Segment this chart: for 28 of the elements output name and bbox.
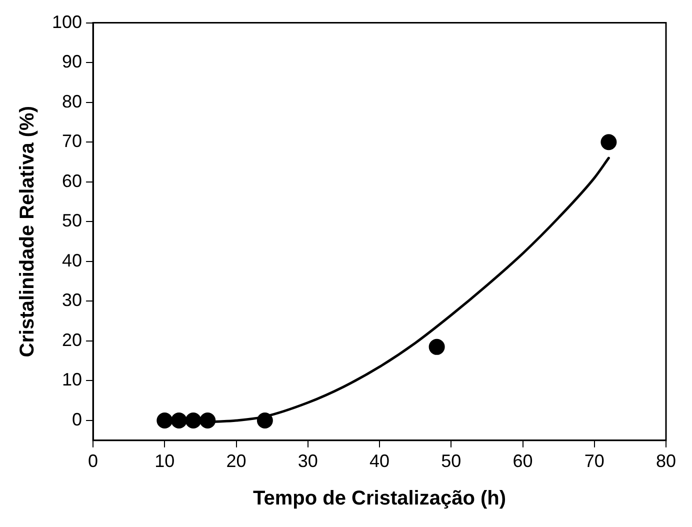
x-tick-label: 60: [512, 451, 533, 472]
x-tick-label: 30: [298, 451, 318, 472]
point: [185, 412, 202, 429]
x-tick-label: 40: [370, 451, 390, 472]
y-tick-label: 10: [62, 370, 82, 390]
y-tick-label: 30: [62, 290, 82, 310]
x-tick-label: 80: [656, 451, 676, 472]
y-tick-label: 40: [62, 250, 82, 270]
y-tick-label: 100: [52, 12, 82, 32]
point: [170, 412, 187, 429]
y-tick-label: 0: [72, 409, 82, 430]
point: [600, 134, 617, 150]
y-tick-label: 20: [62, 330, 82, 350]
point: [200, 412, 216, 429]
y-axis-title: Cristalinidade Relativa (%): [16, 106, 39, 358]
x-tick-label: 70: [584, 451, 604, 472]
y-tick-label: 90: [62, 52, 82, 72]
x-tick-label: 20: [226, 451, 246, 472]
x-tick-label: 10: [154, 451, 175, 472]
x-tick-label: 0: [88, 451, 98, 472]
y-tick-label: 50: [62, 210, 82, 231]
point: [156, 412, 173, 429]
point: [428, 338, 445, 355]
y-tick-label: 70: [62, 131, 82, 152]
x-axis-title: Tempo de Cristalização (h): [253, 488, 506, 510]
y-tick-label: 60: [62, 170, 82, 191]
y-tick-label: 80: [62, 91, 82, 112]
x-tick-label: 50: [441, 451, 462, 472]
